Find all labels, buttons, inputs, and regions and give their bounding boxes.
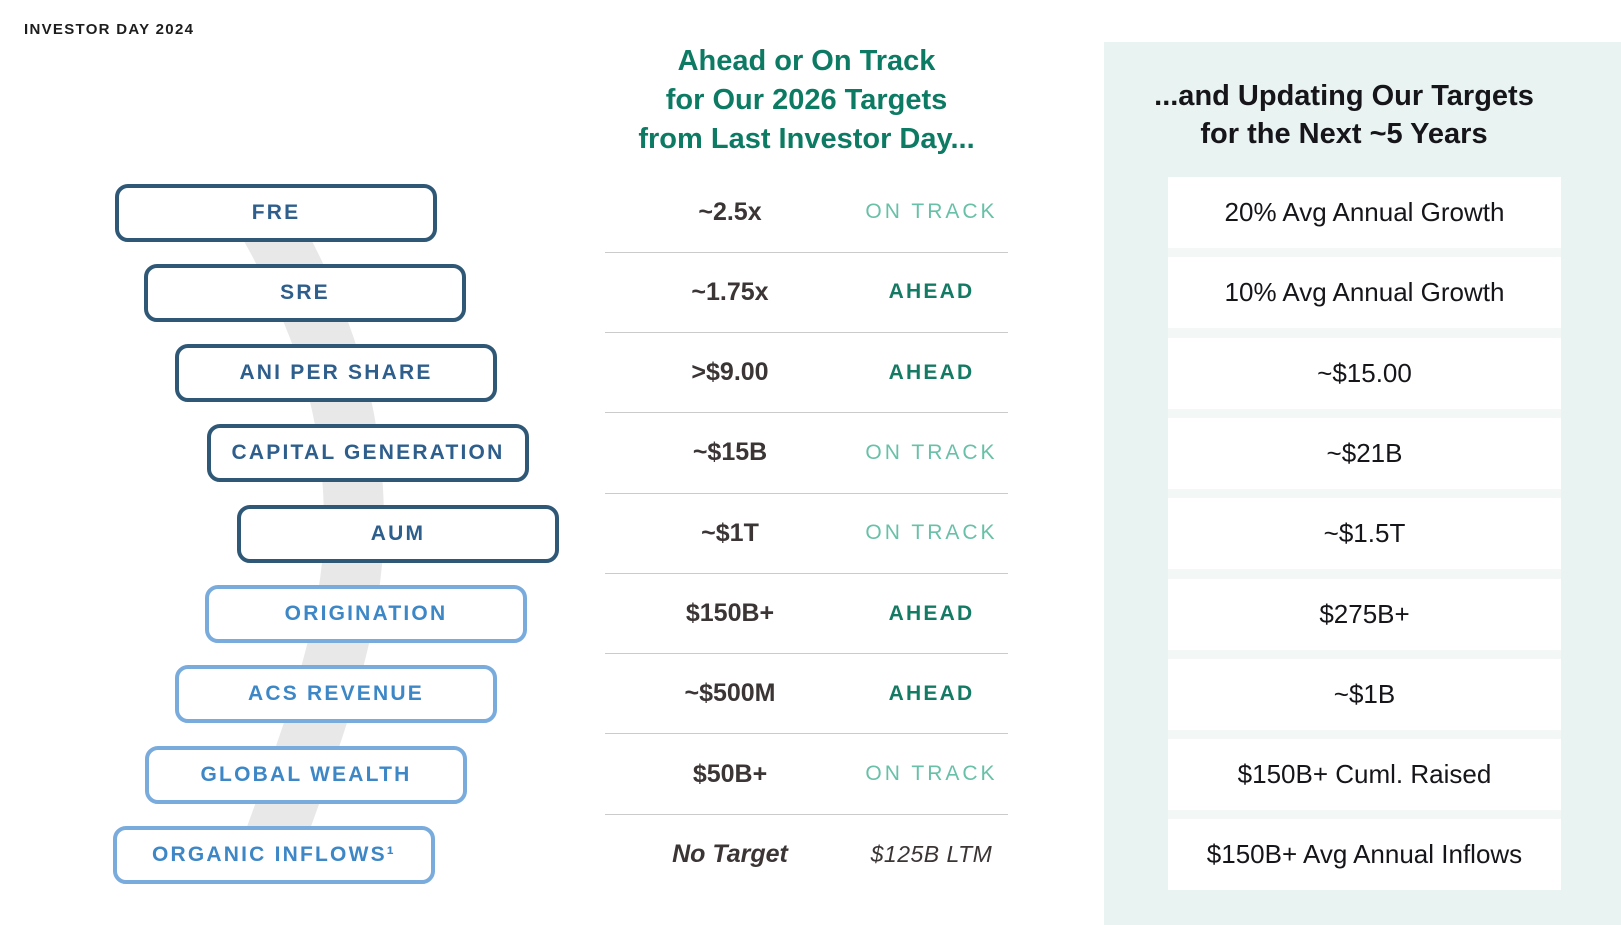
updated-target-value: $150B+ Cuml. Raised	[1237, 759, 1492, 790]
metric-box-label: ACS REVENUE	[248, 682, 424, 706]
metric-box-capital-generation: CAPITAL GENERATION	[207, 424, 529, 483]
targets-2026-table: ~2.5x ON TRACK ~1.75x AHEAD >$9.00 AHEAD ~$15B…	[605, 172, 1008, 895]
updated-target-value: 10% Avg Annual Growth	[1224, 277, 1505, 308]
metric-box-label: CAPITAL GENERATION	[231, 441, 505, 465]
target-value: ~2.5x	[698, 197, 762, 226]
targets-2026-heading: Ahead or On Track for Our 2026 Targets f…	[605, 42, 1008, 159]
target-status: ON TRACK	[865, 440, 998, 464]
updated-target-row-7: ~$1B	[1168, 658, 1561, 730]
target-status: ON TRACK	[865, 521, 998, 545]
updated-target-value: ~$1B	[1333, 678, 1396, 709]
target-value: $50B+	[692, 759, 768, 788]
target-value: ~$15B	[692, 438, 768, 467]
metric-box-label: SRE	[280, 280, 330, 304]
target-row-2: ~1.75x AHEAD	[605, 253, 1008, 333]
target-row-9: No Target $125B LTM	[605, 815, 1008, 895]
target-status: AHEAD	[888, 280, 975, 304]
metric-box-fre: FRE	[115, 183, 437, 242]
updated-target-row-5: ~$1.5T	[1168, 498, 1561, 570]
updated-target-value: $150B+ Avg Annual Inflows	[1206, 839, 1523, 870]
metric-box-organic-inflows: ORGANIC INFLOWS¹	[113, 825, 435, 884]
target-value: ~1.75x	[691, 277, 769, 306]
targets-2026-heading-line: from Last Investor Day...	[638, 123, 975, 155]
target-row-6: $150B+ AHEAD	[605, 574, 1008, 655]
target-status: $125B LTM	[870, 841, 993, 868]
target-status: AHEAD	[888, 681, 975, 705]
target-row-3: >$9.00 AHEAD	[605, 333, 1008, 414]
updated-target-value: ~$15.00	[1317, 357, 1412, 388]
slide-eyebrow: INVESTOR DAY 2024	[24, 21, 195, 38]
target-row-1: ~2.5x ON TRACK	[605, 172, 1008, 253]
target-row-8: $50B+ ON TRACK	[605, 734, 1008, 815]
updated-target-row-3: ~$15.00	[1168, 337, 1561, 409]
metric-box-label: GLOBAL WEALTH	[200, 762, 412, 786]
metric-box-label: AUM	[370, 521, 426, 545]
updated-target-row-6: $275B+	[1168, 578, 1561, 650]
target-value: ~$1T	[701, 518, 759, 547]
updated-target-row-4: ~$21B	[1168, 417, 1561, 489]
targets-2026-heading-line: Ahead or On Track	[677, 45, 936, 77]
target-value: >$9.00	[691, 358, 769, 387]
target-status: ON TRACK	[865, 762, 998, 786]
updated-target-value: ~$21B	[1326, 437, 1403, 468]
metric-box-label: ANI PER SHARE	[239, 361, 433, 385]
target-value: $150B+	[685, 599, 775, 628]
updated-target-row-2: 10% Avg Annual Growth	[1168, 257, 1561, 329]
updated-target-row-1: 20% Avg Annual Growth	[1168, 177, 1561, 248]
updated-targets-heading-line: ...and Updating Our Targets	[1154, 80, 1534, 112]
target-status: AHEAD	[888, 601, 975, 625]
updated-target-value: 20% Avg Annual Growth	[1224, 197, 1505, 227]
target-value: No Target	[672, 840, 788, 869]
metric-box-aum: AUM	[237, 504, 559, 563]
updated-target-row-9: $150B+ Avg Annual Inflows	[1168, 819, 1561, 891]
target-row-7: ~$500M AHEAD	[605, 654, 1008, 735]
updated-targets-heading: ...and Updating Our Targets for the Next…	[1104, 77, 1584, 153]
metric-box-label: ORGANIC INFLOWS¹	[151, 842, 396, 866]
metric-box-label: FRE	[251, 200, 301, 224]
metric-box-global-wealth: GLOBAL WEALTH	[145, 745, 467, 804]
updated-target-value: ~$1.5T	[1323, 518, 1406, 549]
updated-target-row-8: $150B+ Cuml. Raised	[1168, 739, 1561, 811]
metric-box-acs-revenue: ACS REVENUE	[175, 665, 497, 724]
metric-box-ani-per-share: ANI PER SHARE	[175, 344, 497, 403]
metric-box-origination: ORIGINATION	[205, 585, 527, 643]
target-value: ~$500M	[684, 679, 776, 708]
metric-box-sre: SRE	[144, 263, 466, 322]
metric-box-label: ORIGINATION	[284, 602, 448, 625]
target-row-5: ~$1T ON TRACK	[605, 494, 1008, 574]
updated-targets-panel: ...and Updating Our Targets for the Next…	[1104, 42, 1621, 925]
target-status: AHEAD	[888, 360, 975, 384]
target-row-4: ~$15B ON TRACK	[605, 413, 1008, 494]
updated-target-value: $275B+	[1319, 598, 1410, 629]
targets-2026-heading-line: for Our 2026 Targets	[665, 84, 948, 116]
target-status: ON TRACK	[865, 200, 998, 224]
updated-targets-heading-line: for the Next ~5 Years	[1200, 118, 1488, 150]
